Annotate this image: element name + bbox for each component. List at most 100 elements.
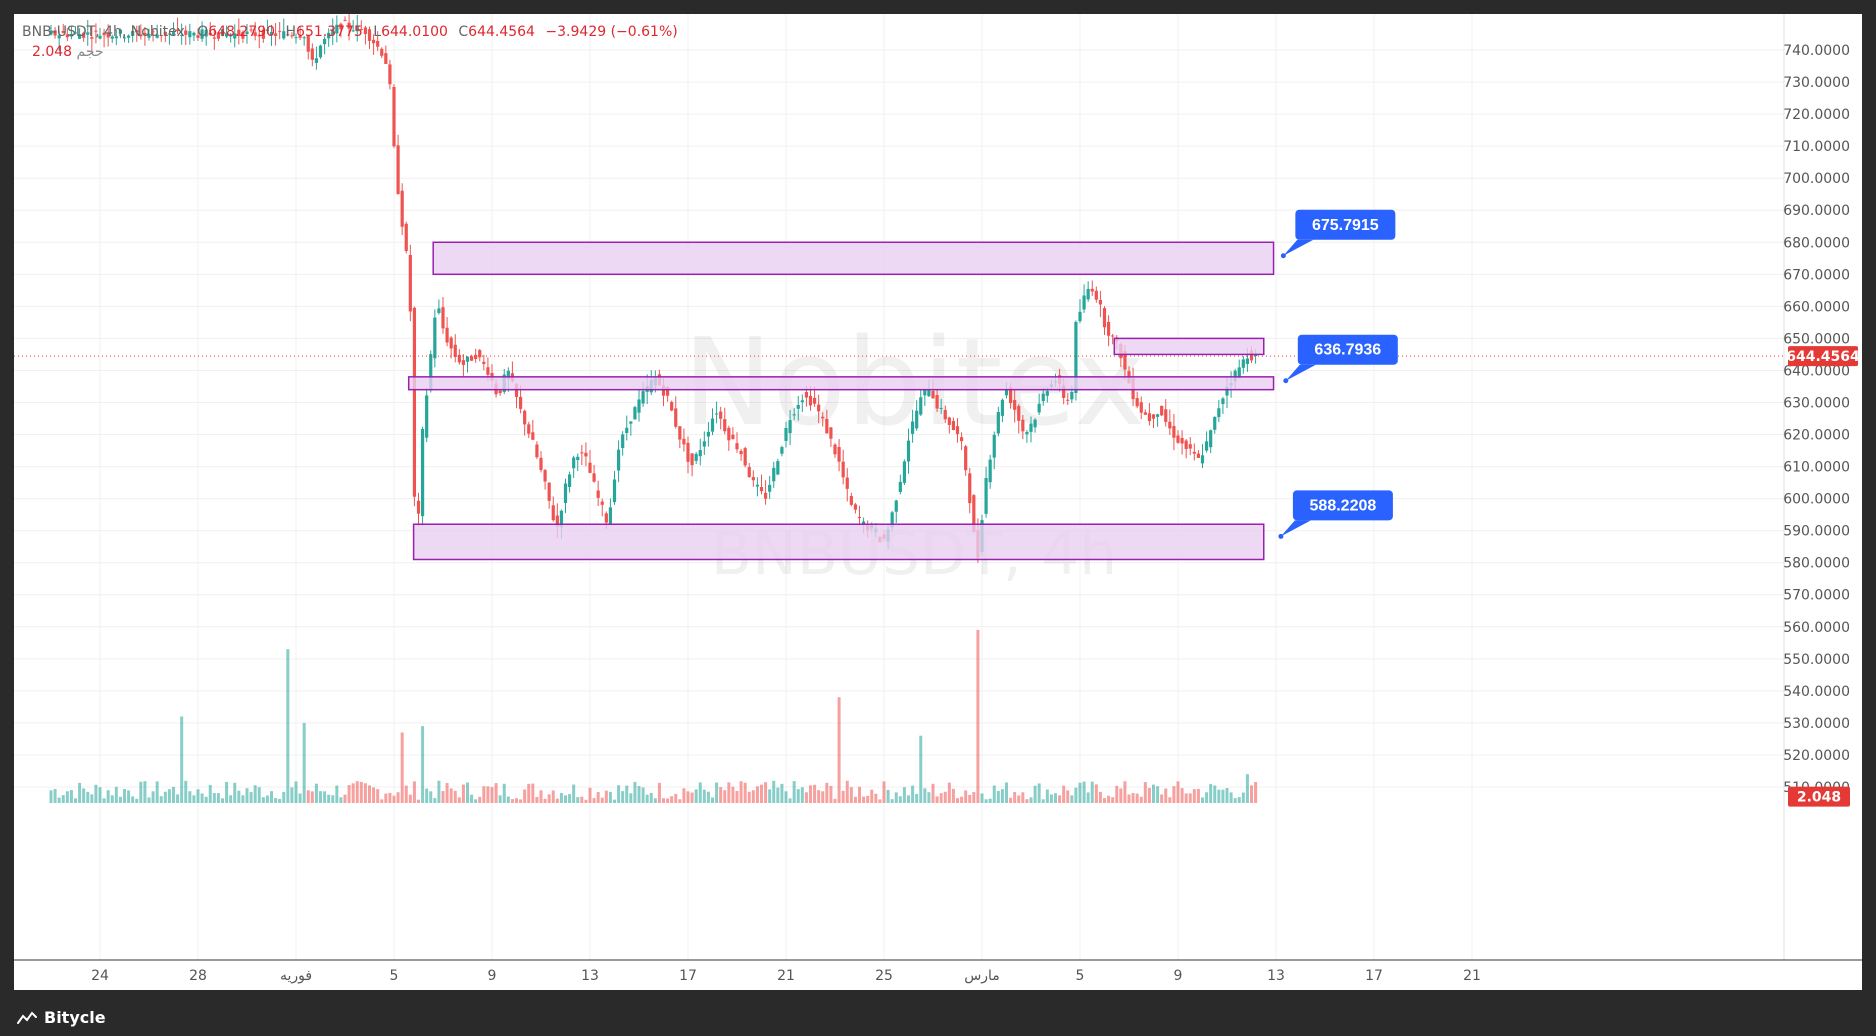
volume-bar <box>1164 788 1168 803</box>
volume-bar <box>1094 784 1098 803</box>
candle-body <box>126 35 131 38</box>
candle-body <box>380 48 384 56</box>
candle-body <box>192 32 196 36</box>
candle-body <box>723 419 727 432</box>
candle-body <box>184 30 188 35</box>
brand[interactable]: Bitycle <box>16 1008 106 1027</box>
candle-body <box>955 426 960 435</box>
candle-body <box>322 38 327 45</box>
volume-bar <box>494 783 498 803</box>
zone-mid-upper[interactable] <box>1113 337 1265 356</box>
time-tick-label: 28 <box>189 968 207 984</box>
volume-bar <box>1070 795 1074 803</box>
volume-bar <box>747 791 751 803</box>
volume-bar <box>323 791 327 803</box>
volume-bar <box>335 785 339 803</box>
volume-bar <box>351 783 355 803</box>
volume-bar <box>996 791 1000 803</box>
zone-resistance[interactable] <box>432 241 1275 276</box>
candle-body <box>857 516 862 519</box>
candle-body <box>923 389 927 396</box>
candle-body <box>1245 358 1250 364</box>
volume-bar <box>359 781 363 803</box>
price-tick-label: 740.0000 <box>1783 43 1850 59</box>
candle-body <box>461 360 466 365</box>
volume-bar <box>592 798 596 803</box>
candle-body <box>555 515 559 527</box>
volume-bar <box>804 792 808 803</box>
zone-middle[interactable] <box>407 376 1275 391</box>
volume-bar <box>1135 793 1139 803</box>
candle-body <box>951 420 956 431</box>
price-tick-label: 640.0000 <box>1783 363 1850 379</box>
volume-bar <box>1062 785 1066 803</box>
candle-body <box>237 29 241 36</box>
candle-body <box>1070 391 1074 400</box>
volume-bar <box>1041 799 1045 803</box>
candle-body <box>355 25 359 32</box>
volume-bar <box>421 726 425 803</box>
candle-body <box>608 507 613 525</box>
legend-low-label: L <box>373 24 382 40</box>
volume-bar <box>649 792 653 803</box>
zone-support[interactable] <box>412 523 1265 561</box>
volume-bar <box>1233 798 1237 803</box>
price-tick-label: 600.0000 <box>1783 492 1850 508</box>
volume-bar <box>727 782 731 803</box>
legend-volume: 2.048 <box>32 44 73 60</box>
candle-body <box>837 446 841 462</box>
candle-body <box>1139 402 1143 413</box>
candle-body <box>939 407 943 409</box>
candle-body <box>1176 435 1180 443</box>
volume-bar <box>151 791 155 803</box>
time-tick-label: 5 <box>390 968 399 984</box>
volume-bar <box>229 795 233 803</box>
callout-box[interactable] <box>1292 490 1393 521</box>
price-tick-label: 560.0000 <box>1783 620 1850 636</box>
volume-bar <box>621 791 625 803</box>
candle-body <box>278 30 282 32</box>
volume-bar <box>1111 797 1115 803</box>
candle-body <box>804 391 809 398</box>
price-axis[interactable] <box>1784 14 1862 990</box>
candle-body <box>49 30 53 35</box>
price-tick-label: 630.0000 <box>1783 395 1850 411</box>
candle-body <box>531 432 535 440</box>
callout-label: 675.7915 <box>1312 217 1379 234</box>
volume-bar <box>645 794 649 803</box>
candle-body <box>249 29 253 31</box>
candle-body <box>1213 416 1217 430</box>
candle-body <box>812 397 817 404</box>
volume-bar <box>735 790 739 803</box>
volume-bar <box>118 796 122 803</box>
legend-volume-row: حجم 2.048 <box>22 44 104 60</box>
volume-bar <box>237 790 241 803</box>
volume-bar <box>257 787 261 803</box>
volume-bar <box>282 791 286 803</box>
candle-body <box>82 32 86 38</box>
candle-body <box>1033 419 1037 428</box>
volume-bar <box>216 793 220 803</box>
volume-bar <box>939 793 943 803</box>
volume-bar <box>449 788 453 803</box>
candle-body <box>171 32 176 35</box>
legend-high: 651.3775 <box>296 24 363 40</box>
candle-body <box>314 58 319 63</box>
volume-bar <box>159 796 163 803</box>
callout-box[interactable] <box>1295 209 1396 240</box>
volume-bar <box>731 786 735 803</box>
candle-body <box>1192 451 1196 454</box>
callout-box[interactable] <box>1297 334 1398 365</box>
candle-body <box>853 504 858 510</box>
volume-bar <box>768 789 772 803</box>
candle-body <box>702 441 706 447</box>
volume-bar <box>461 784 465 803</box>
volume-bar <box>1103 798 1106 803</box>
volume-bar <box>69 790 73 803</box>
time-axis[interactable] <box>14 960 1862 990</box>
candle-body <box>1000 399 1005 416</box>
volume-bar <box>841 790 845 803</box>
candlestick-chart[interactable]: NobitexBNBUSDT, 4h675.7915636.7936588.22… <box>14 14 1862 990</box>
legend-close: 644.4564 <box>468 24 535 40</box>
candle-body <box>318 45 323 58</box>
